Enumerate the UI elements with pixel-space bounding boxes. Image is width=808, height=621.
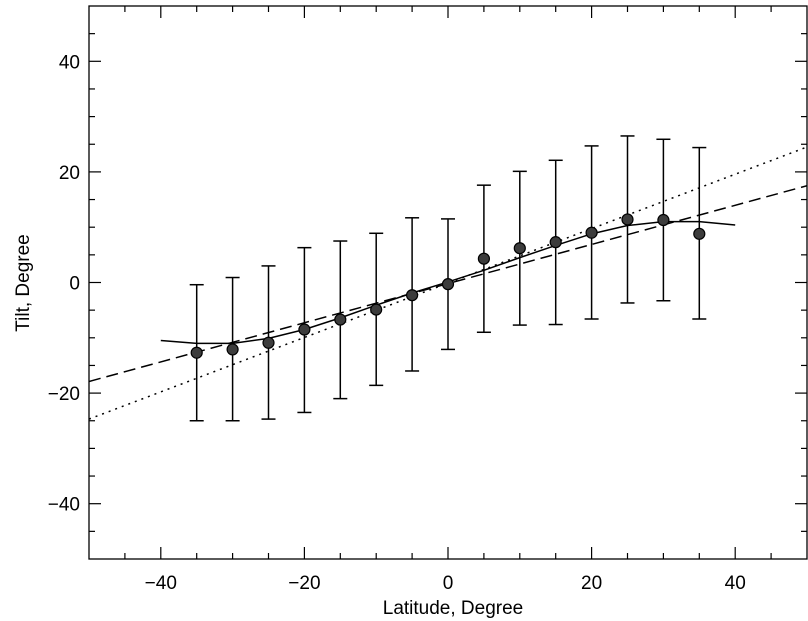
y-tick-label: 0 <box>69 274 80 295</box>
data-point <box>513 242 526 255</box>
data-point <box>298 323 311 336</box>
data-point <box>441 278 455 291</box>
data-point <box>262 336 275 349</box>
dashed-fit-line <box>89 184 807 383</box>
y-tick-label: 40 <box>59 52 80 73</box>
y-tick-label: −40 <box>48 495 80 516</box>
data-point <box>585 226 598 239</box>
data-point <box>370 303 383 316</box>
data-markers <box>190 213 706 359</box>
x-tick-label: 0 <box>443 573 454 594</box>
x-axis-title: Latitude, Degree <box>383 598 524 619</box>
data-point <box>657 213 670 227</box>
x-tick-label: −40 <box>145 573 177 594</box>
data-point <box>549 236 562 249</box>
data-point <box>190 346 203 359</box>
data-point <box>477 252 490 265</box>
x-tick-label: 40 <box>725 573 746 594</box>
y-tick-label: 20 <box>59 163 80 184</box>
data-point <box>334 313 347 326</box>
dotted-fit-line <box>89 146 807 420</box>
data-point <box>693 227 706 240</box>
x-tick-label: 20 <box>581 573 602 594</box>
plot-data-layer <box>89 135 807 422</box>
data-point <box>406 289 419 302</box>
data-point <box>621 213 634 226</box>
axis-ticks: −40 −20 0 20 40 −40 −20 0 20 40 <box>48 6 807 594</box>
y-tick-label: −20 <box>48 384 80 405</box>
y-axis-title: Tilt, Degree <box>13 234 34 332</box>
data-point <box>226 343 239 356</box>
x-tick-label: −20 <box>288 573 320 594</box>
